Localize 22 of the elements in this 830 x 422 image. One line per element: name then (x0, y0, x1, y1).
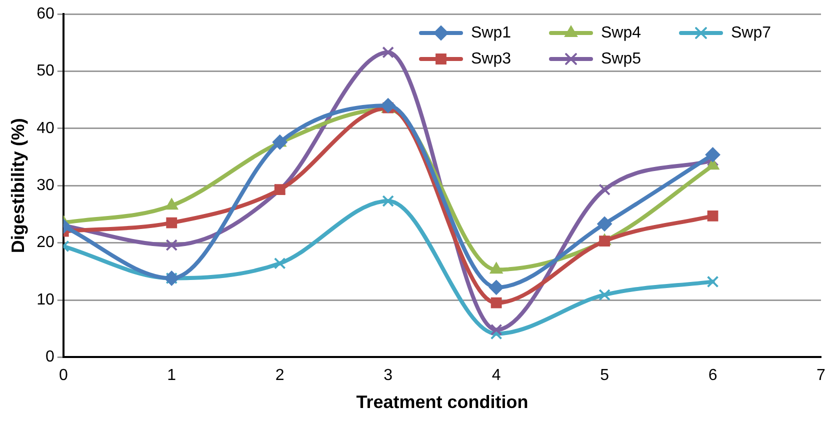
legend-label: Swp3 (471, 50, 512, 68)
y-tick-label: 10 (36, 291, 54, 308)
y-axis-title: Digestibility (%) (8, 118, 28, 254)
y-tick-label: 40 (36, 120, 54, 137)
x-tick-label: 5 (600, 367, 610, 384)
x-tick-label: 2 (275, 367, 284, 384)
legend-label: Swp1 (471, 24, 512, 42)
y-tick-label: 20 (36, 234, 54, 252)
legend-label: Swp5 (601, 50, 642, 68)
x-axis-title: Treatment condition (356, 392, 528, 412)
y-tick-label: 0 (45, 348, 54, 366)
x-tick-label: 1 (167, 367, 176, 384)
y-tick-label: 60 (36, 5, 54, 22)
x-tick-label: 6 (708, 367, 718, 384)
legend-label: Swp7 (731, 24, 772, 42)
y-tick-label: 50 (36, 62, 54, 80)
x-tick-label: 4 (492, 367, 501, 384)
x-tick-label: 0 (58, 367, 68, 384)
x-tick-label: 3 (384, 367, 393, 384)
legend-label: Swp4 (601, 24, 642, 42)
x-tick-label: 7 (816, 367, 826, 384)
y-tick-label: 30 (36, 177, 54, 194)
